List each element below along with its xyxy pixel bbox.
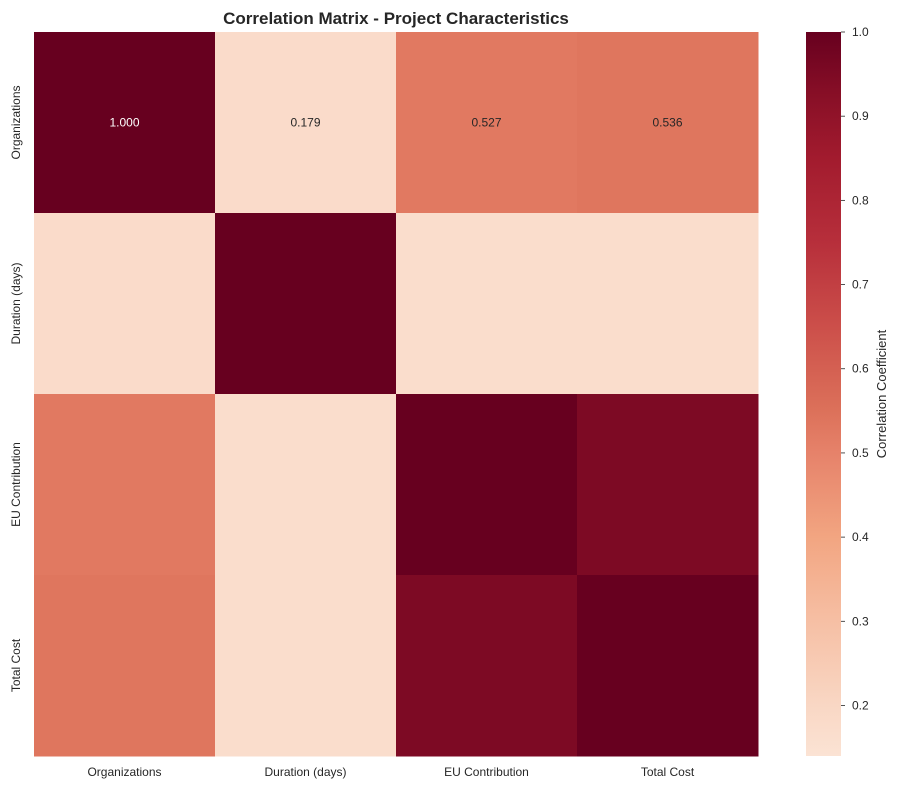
colorbar-ticks: 0.2 0.3 0.4 0.5 0.6 0.7 0.8 0.9 1.0 bbox=[841, 25, 869, 712]
colorbar-tick-label: 0.5 bbox=[852, 446, 869, 460]
heatmap-cell bbox=[577, 213, 759, 395]
chart-title: Correlation Matrix - Project Characteris… bbox=[223, 9, 569, 28]
heatmap-cell bbox=[215, 213, 397, 395]
y-tick-label: Total Cost bbox=[9, 638, 23, 692]
colorbar-tick-label: 1.0 bbox=[852, 25, 869, 39]
colorbar-tick-label: 0.4 bbox=[852, 530, 869, 544]
heatmap-cell bbox=[34, 575, 216, 757]
heatmap-cell bbox=[396, 575, 578, 757]
colorbar-label: Correlation Coefficient bbox=[874, 329, 889, 458]
cell-value-label: 1.000 bbox=[109, 116, 139, 130]
colorbar-tick-label: 0.6 bbox=[852, 362, 869, 376]
y-tick-label: Duration (days) bbox=[9, 262, 23, 344]
x-tick-label: Organizations bbox=[87, 765, 161, 779]
y-tick-label: Organizations bbox=[9, 85, 23, 159]
x-tick-label: Total Cost bbox=[641, 765, 695, 779]
colorbar-tick-label: 0.8 bbox=[852, 193, 869, 207]
heatmap-cell bbox=[215, 32, 397, 214]
colorbar-tick-label: 0.3 bbox=[852, 614, 869, 628]
heatmap-cell bbox=[215, 394, 397, 576]
heatmap-cell bbox=[34, 394, 216, 576]
heatmap-cell bbox=[577, 575, 759, 757]
x-axis-ticks: Organizations Duration (days) EU Contribut… bbox=[87, 765, 694, 779]
colorbar-tick-label: 0.9 bbox=[852, 109, 869, 123]
cell-value-label: 0.179 bbox=[290, 116, 320, 130]
y-tick-label: EU Contribution bbox=[9, 442, 23, 527]
colorbar-tick-label: 0.2 bbox=[852, 698, 869, 712]
y-axis-ticks: Organizations Duration (days) EU Contribut… bbox=[9, 85, 23, 692]
heatmap-cell bbox=[396, 213, 578, 395]
heatmap-cell bbox=[396, 394, 578, 576]
heatmap-cell bbox=[34, 213, 216, 395]
cell-value-label: 0.536 bbox=[652, 116, 682, 130]
heatmap-cell bbox=[215, 575, 397, 757]
cell-value-label: 0.527 bbox=[471, 116, 501, 130]
colorbar-tick-label: 0.7 bbox=[852, 278, 869, 292]
heatmap-cell bbox=[577, 32, 759, 214]
heatmap-cells: 1.000 0.179 0.527 0.536 bbox=[34, 32, 759, 757]
heatmap-cell bbox=[577, 394, 759, 576]
heatmap-cell bbox=[34, 32, 216, 214]
heatmap-cell bbox=[396, 32, 578, 214]
colorbar bbox=[806, 32, 841, 756]
x-tick-label: EU Contribution bbox=[444, 765, 529, 779]
x-tick-label: Duration (days) bbox=[264, 765, 346, 779]
